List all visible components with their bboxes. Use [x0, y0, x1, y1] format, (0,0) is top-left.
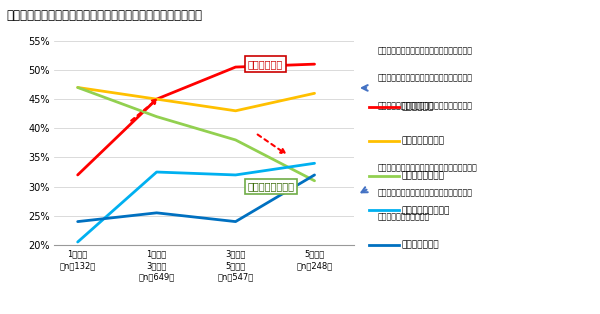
- Text: んでいることが分かる。: んでいることが分かる。: [378, 212, 430, 221]
- Text: 労働力の不足: 労働力の不足: [247, 59, 283, 69]
- Text: 就農後の年数別にみる農業経営における課題　（上位５項目）: 就農後の年数別にみる農業経営における課題 （上位５項目）: [6, 9, 202, 22]
- Text: 年数経過とともに「－労働力の不足」の割合: 年数経過とともに「－労働力の不足」の割合: [378, 46, 473, 56]
- Text: 力の確保が障害になっていると考えられる。: 力の確保が障害になっていると考えられる。: [378, 101, 473, 110]
- Text: が高まっており、規模拡大を図る上で、労働: が高まっており、規模拡大を図る上で、労働: [378, 74, 473, 83]
- Text: 技術の習得・向上: 技術の習得・向上: [402, 171, 445, 180]
- Text: 「－技術の習得・向上」は年数経過とともに低: 「－技術の習得・向上」は年数経過とともに低: [378, 163, 478, 172]
- Text: 設備投資資金の不足: 設備投資資金の不足: [402, 206, 451, 215]
- Text: 所得・収益の確保: 所得・収益の確保: [402, 137, 445, 146]
- Text: 労働力の不足: 労働力の不足: [402, 102, 434, 111]
- Text: 技術の習得・向上: 技術の習得・向上: [247, 181, 295, 192]
- Text: 運転資金の不足: 運転資金の不足: [402, 241, 440, 249]
- Text: 下しており、経験を積むことで技術習得が進: 下しており、経験を積むことで技術習得が進: [378, 189, 473, 198]
